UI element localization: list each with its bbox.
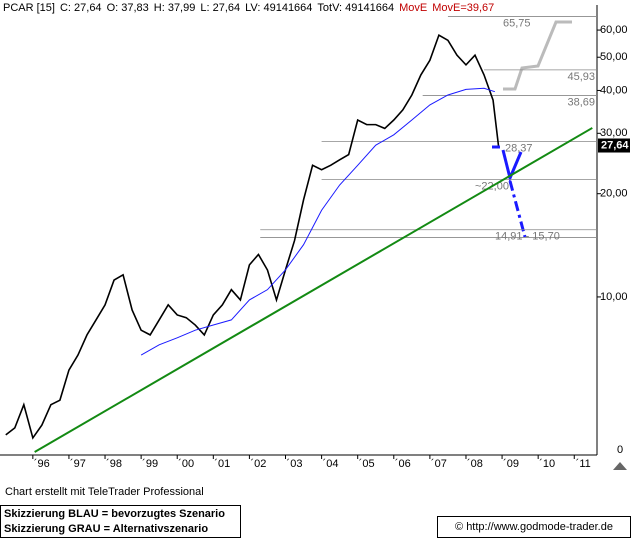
grey-sketch: [503, 20, 572, 91]
x-tick-label: ´01: [214, 458, 230, 470]
x-tick-label: ´97: [70, 458, 86, 470]
x-tick-label: ´06: [395, 458, 411, 470]
y-tick-label: 20,00: [600, 188, 628, 200]
header-item: O: 37,83: [107, 2, 149, 14]
x-tick-label: ´99: [142, 458, 158, 470]
copyright: © http://www.godmode-trader.de: [455, 521, 613, 533]
header-item: C: 27,64: [60, 2, 102, 14]
x-tick-label: ´04: [323, 458, 339, 470]
x-tick-label: ´98: [106, 458, 122, 470]
header-item: PCAR [15]: [3, 2, 55, 14]
legend-box: [0, 505, 241, 538]
x-tick-label: ´96: [34, 458, 50, 470]
level-label: 45,93: [567, 71, 595, 83]
x-tick-label: ´02: [250, 458, 266, 470]
header-item: TotV: 49141664: [317, 2, 394, 14]
scroll-icon: [613, 462, 627, 470]
credit: Chart erstellt mit TeleTrader Profession…: [5, 486, 204, 498]
last-price-label: 27,64: [601, 139, 629, 151]
y-tick-label: 10,00: [600, 291, 628, 303]
legend-blue: Skizzierung BLAU = bevorzugtes Szenario: [4, 508, 225, 520]
price-line: [140, 87, 496, 356]
blue-sketch: [501, 149, 523, 183]
level-label: 28,37: [505, 143, 533, 155]
x-tick-label: ´08: [467, 458, 483, 470]
level-label: 65,75: [503, 17, 531, 29]
last-price-box: [598, 138, 630, 153]
y-tick-label: 50,00: [600, 51, 628, 63]
x-tick-label: ´11: [576, 458, 591, 470]
blue-sketch: [508, 180, 527, 238]
x-tick-label: ´05: [359, 458, 375, 470]
header: PCAR [15] C: 27,64 O: 37,83 H: 37,99 L: 27,6…: [3, 2, 494, 14]
price-line: [5, 33, 500, 440]
trendline: [34, 127, 593, 453]
header-item: MovE=39,67: [432, 2, 494, 14]
x-tick-label: ´00: [178, 458, 194, 470]
x-tick-label: ´03: [287, 458, 303, 470]
y-tick-label: 30,00: [600, 127, 628, 139]
level-label: 14,91 - 15,70: [495, 231, 560, 243]
header-item: L: 27,64: [200, 2, 240, 14]
y-tick-label: 40,00: [600, 84, 628, 96]
x-tick-label: ´09: [503, 458, 519, 470]
header-item: H: 37,99: [154, 2, 196, 14]
x-tick-label: ´10: [539, 458, 555, 470]
bottom-label: 0: [617, 444, 623, 456]
header-item: LV: 49141664: [245, 2, 312, 14]
x-tick-label: ´07: [431, 458, 447, 470]
level-label: 38,69: [567, 96, 595, 108]
header-item: MovE: [399, 2, 427, 14]
y-tick-label: 60,00: [600, 24, 628, 36]
legend-grey: Skizzierung GRAU = Alternativszenario: [4, 523, 208, 535]
